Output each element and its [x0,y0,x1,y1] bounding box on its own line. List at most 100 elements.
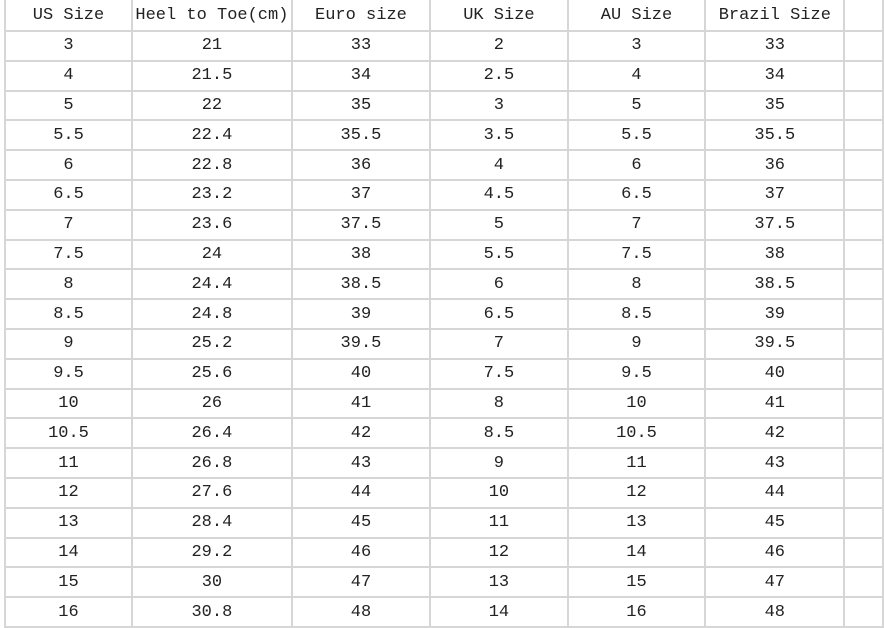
empty-cell [843,566,884,599]
cell-brazil-size: 45 [704,506,846,539]
cell-heel-to-toe: 22 [130,89,293,122]
cell-brazil-size: 47 [704,566,846,599]
cell-uk-size: 13 [429,566,569,599]
cell-uk-size: 3.5 [429,119,569,152]
cell-us-size: 8.5 [4,298,133,330]
cell-heel-to-toe: 29.2 [130,536,293,569]
cell-uk-size: 5 [429,208,569,241]
cell-au-size: 7 [566,208,707,241]
cell-heel-to-toe: 22.8 [130,149,293,181]
table-row: 10.5 26.4 42 8.5 10.5 42 [4,417,884,450]
table-row: 6.5 23.2 37 4.5 6.5 37 [4,178,884,211]
cell-heel-to-toe: 22.4 [130,119,293,152]
cell-us-size: 14 [4,536,133,569]
cell-heel-to-toe: 30.8 [130,596,293,628]
cell-au-size: 13 [566,506,707,539]
cell-uk-size: 8 [429,387,569,420]
cell-us-size: 12 [4,476,133,509]
cell-heel-to-toe: 27.6 [130,476,293,509]
cell-uk-size: 11 [429,506,569,539]
cell-uk-size: 4.5 [429,178,569,211]
cell-au-size: 12 [566,476,707,509]
cell-us-size: 3 [4,30,133,62]
cell-uk-size: 9 [429,447,569,479]
cell-uk-size: 2.5 [429,59,569,92]
cell-heel-to-toe: 24.4 [130,268,293,301]
empty-cell [843,208,884,241]
table-row: 10 26 41 8 10 41 [4,387,884,420]
empty-cell [843,119,884,152]
table-row: 3 21 33 2 3 33 [4,30,884,62]
cell-uk-size: 3 [429,89,569,122]
cell-us-size: 8 [4,268,133,301]
cell-euro-size: 38.5 [290,268,432,301]
table-row: 11 26.8 43 9 11 43 [4,447,884,479]
empty-cell [843,387,884,420]
cell-heel-to-toe: 21.5 [130,59,293,92]
empty-cell [843,596,884,628]
empty-cell [843,0,884,32]
column-header-us-size: US Size [4,0,133,32]
column-header-heel-to-toe: Heel to Toe(cm) [130,0,293,32]
cell-brazil-size: 37 [704,178,846,211]
cell-brazil-size: 33 [704,30,846,62]
empty-cell [843,89,884,122]
empty-cell [843,506,884,539]
cell-euro-size: 45 [290,506,432,539]
cell-au-size: 3 [566,30,707,62]
cell-brazil-size: 39.5 [704,327,846,360]
table-row: 5 22 35 3 5 35 [4,89,884,122]
cell-us-size: 11 [4,447,133,479]
column-header-au-size: AU Size [566,0,707,32]
cell-au-size: 4 [566,59,707,92]
cell-euro-size: 39.5 [290,327,432,360]
cell-uk-size: 5.5 [429,238,569,271]
cell-uk-size: 6 [429,268,569,301]
cell-brazil-size: 40 [704,357,846,390]
cell-uk-size: 6.5 [429,298,569,330]
cell-heel-to-toe: 23.6 [130,208,293,241]
cell-us-size: 7 [4,208,133,241]
table-row: 16 30.8 48 14 16 48 [4,596,884,628]
cell-euro-size: 35.5 [290,119,432,152]
empty-cell [843,327,884,360]
cell-euro-size: 39 [290,298,432,330]
cell-euro-size: 44 [290,476,432,509]
table-row: 13 28.4 45 11 13 45 [4,506,884,539]
empty-cell [843,298,884,330]
cell-uk-size: 12 [429,536,569,569]
cell-euro-size: 47 [290,566,432,599]
cell-brazil-size: 35 [704,89,846,122]
cell-uk-size: 2 [429,30,569,62]
cell-au-size: 11 [566,447,707,479]
cell-brazil-size: 48 [704,596,846,628]
cell-us-size: 9.5 [4,357,133,390]
cell-euro-size: 33 [290,30,432,62]
cell-brazil-size: 42 [704,417,846,450]
cell-us-size: 6.5 [4,178,133,211]
empty-cell [843,238,884,271]
cell-au-size: 5 [566,89,707,122]
header-row: US Size Heel to Toe(cm) Euro size UK Size AU… [4,0,884,32]
cell-euro-size: 48 [290,596,432,628]
cell-heel-to-toe: 30 [130,566,293,599]
column-header-euro-size: Euro size [290,0,432,32]
cell-us-size: 6 [4,149,133,181]
cell-us-size: 7.5 [4,238,133,271]
cell-au-size: 15 [566,566,707,599]
cell-heel-to-toe: 24 [130,238,293,271]
cell-au-size: 8 [566,268,707,301]
cell-euro-size: 37.5 [290,208,432,241]
size-chart-table: US Size Heel to Toe(cm) Euro size UK Size AU… [4,0,884,628]
empty-cell [843,59,884,92]
cell-uk-size: 7 [429,327,569,360]
cell-au-size: 16 [566,596,707,628]
empty-cell [843,178,884,211]
cell-us-size: 15 [4,566,133,599]
cell-au-size: 10.5 [566,417,707,450]
cell-au-size: 8.5 [566,298,707,330]
column-header-brazil-size: Brazil Size [704,0,846,32]
table-row: 14 29.2 46 12 14 46 [4,536,884,569]
table-row: 8.5 24.8 39 6.5 8.5 39 [4,298,884,330]
table-row: 12 27.6 44 10 12 44 [4,476,884,509]
